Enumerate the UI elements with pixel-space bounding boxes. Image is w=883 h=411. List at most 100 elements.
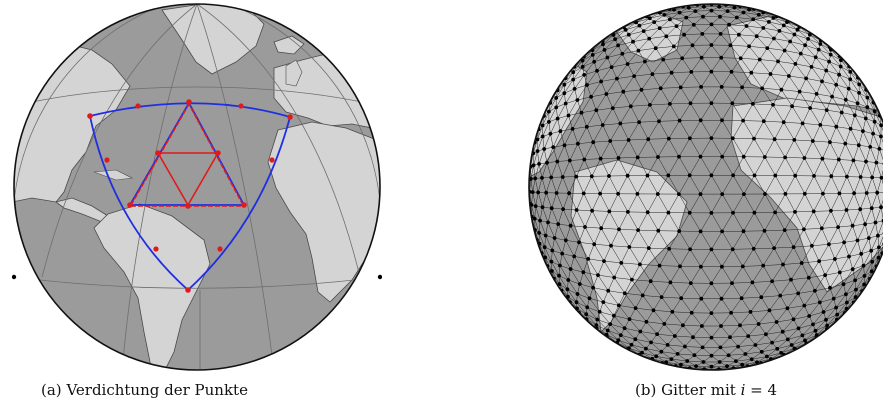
mesh-node — [550, 269, 554, 273]
mesh-node — [729, 69, 734, 74]
mesh-node — [837, 270, 842, 275]
point — [104, 157, 110, 163]
mesh-node — [850, 223, 855, 228]
mesh-node — [743, 352, 748, 356]
mesh-node — [537, 162, 541, 166]
mesh-node — [780, 329, 785, 334]
mesh-node — [694, 364, 698, 368]
mesh-node — [843, 97, 848, 102]
mesh-node — [656, 228, 661, 233]
mesh-node — [533, 176, 538, 181]
mesh-node — [535, 149, 540, 154]
mesh-node — [749, 70, 754, 75]
mesh-node — [661, 57, 666, 62]
mesh-node — [587, 296, 592, 301]
mesh-node — [729, 310, 733, 315]
mesh-node — [698, 118, 703, 123]
mesh-node — [540, 123, 545, 128]
mesh-node — [598, 191, 602, 196]
mesh-node — [734, 15, 739, 20]
mesh-node — [683, 344, 687, 349]
mesh-node — [783, 155, 787, 160]
mesh-node — [637, 120, 641, 125]
limb-dot-right — [377, 274, 382, 280]
mesh-node — [595, 68, 599, 73]
mesh-node — [567, 191, 571, 196]
mesh-node — [647, 36, 652, 41]
limb-dot-left — [12, 274, 17, 280]
mesh-node — [771, 102, 775, 107]
mesh-node — [686, 5, 691, 10]
mesh-node — [806, 37, 810, 41]
mesh-node — [664, 34, 669, 39]
mesh-node — [808, 106, 812, 110]
mesh-node — [848, 70, 853, 74]
mesh-node — [645, 173, 650, 178]
outer-edge-right — [187, 116, 291, 291]
mesh-node — [549, 206, 554, 211]
mesh-node — [836, 157, 841, 162]
africa — [267, 121, 380, 303]
mesh-node — [560, 251, 565, 256]
mesh-node — [854, 287, 858, 292]
mesh-node — [821, 191, 825, 196]
mesh-node — [874, 160, 879, 165]
point — [185, 203, 191, 209]
mesh-node — [536, 190, 541, 195]
mesh-node — [855, 238, 860, 243]
mesh-node — [725, 9, 730, 13]
mesh-node — [558, 129, 563, 134]
mesh-node — [763, 192, 767, 196]
mesh-node — [776, 59, 780, 64]
mesh-node — [638, 262, 642, 267]
mesh-node — [548, 131, 553, 136]
mesh-node — [809, 65, 814, 69]
mesh-node — [761, 119, 766, 124]
mesh-node — [655, 332, 659, 336]
mesh-node — [738, 56, 743, 61]
mesh-node — [767, 20, 771, 24]
mesh-node — [690, 43, 695, 48]
mesh-node — [668, 280, 673, 285]
mesh-node — [861, 263, 866, 268]
mesh-node — [855, 101, 860, 106]
mesh-node — [547, 109, 551, 114]
mesh-node — [616, 156, 621, 160]
mesh-node — [793, 210, 797, 214]
mesh-node — [677, 229, 682, 234]
mesh-node — [533, 204, 538, 209]
mesh-node — [752, 210, 757, 215]
mesh-node — [531, 163, 536, 168]
mesh-node — [689, 70, 694, 74]
mesh-node — [742, 192, 746, 197]
mesh-node — [709, 43, 714, 47]
mesh-node — [765, 354, 769, 359]
mesh-node — [777, 29, 782, 33]
mesh-node — [876, 233, 880, 238]
mesh-node — [581, 270, 586, 275]
mesh-node — [719, 324, 723, 328]
point — [127, 202, 133, 208]
mesh-node — [709, 22, 714, 27]
mesh-node — [879, 134, 883, 139]
mesh-node — [759, 349, 764, 354]
mesh-node — [782, 228, 787, 233]
mesh-node — [604, 92, 609, 96]
mesh-node — [737, 32, 741, 37]
mesh-node — [563, 238, 568, 243]
mesh-node — [720, 154, 725, 159]
mesh-node — [551, 145, 556, 150]
mesh-node — [609, 65, 614, 69]
mesh-node — [678, 85, 683, 90]
mesh-node — [756, 12, 761, 17]
outer-edge-left — [89, 115, 189, 291]
mesh-node — [877, 245, 881, 250]
mesh-node — [679, 296, 684, 301]
mesh-node — [773, 210, 777, 215]
mesh-node — [764, 332, 768, 337]
mesh-node — [730, 281, 734, 285]
mesh-node — [863, 222, 867, 227]
mesh-node — [728, 335, 732, 340]
mesh-node — [734, 359, 738, 363]
mesh-node — [563, 101, 568, 106]
